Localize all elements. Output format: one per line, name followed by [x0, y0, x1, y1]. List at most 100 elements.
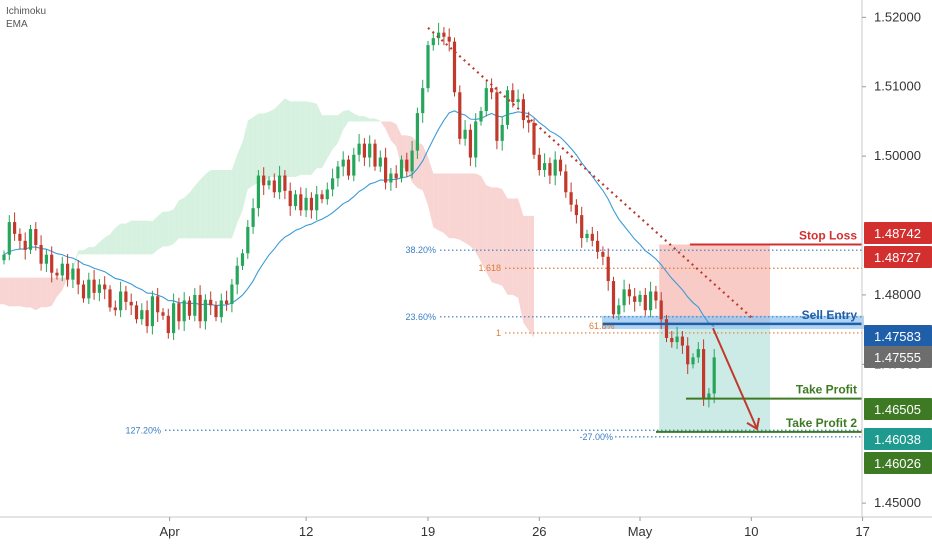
candle	[129, 293, 133, 316]
candle	[384, 147, 388, 190]
cloud-segment	[343, 109, 349, 130]
candle	[134, 301, 139, 324]
candle-body	[198, 294, 202, 322]
candle-body	[246, 226, 250, 254]
cloud-segment	[226, 170, 232, 239]
candle	[214, 301, 218, 322]
candle	[293, 190, 298, 211]
candle	[76, 260, 80, 295]
candle-body	[304, 197, 308, 211]
fib-levels: 38.20% 1.618 23.60% 1 61.8% 127.20% -27.00%	[125, 245, 862, 442]
candle-body	[670, 337, 674, 343]
candles	[2, 22, 716, 408]
candle	[437, 22, 441, 46]
cloud-segment	[9, 277, 15, 307]
candle	[558, 155, 563, 176]
candle-body	[203, 299, 207, 322]
cloud-segment	[502, 189, 508, 295]
candle-body	[543, 163, 547, 171]
candle	[516, 89, 520, 109]
candle	[574, 199, 578, 224]
candle	[103, 276, 107, 300]
candle-body	[627, 289, 631, 297]
cloud-segment	[30, 277, 36, 311]
cloud-segment	[449, 173, 455, 239]
candle-body	[145, 310, 149, 327]
candle-body	[569, 192, 573, 205]
candle-body	[574, 204, 578, 216]
cloud-segment	[115, 223, 121, 255]
candle-body	[103, 284, 107, 290]
cloud-segment	[284, 98, 291, 177]
candle-body	[633, 296, 637, 302]
sell-entry-label: Sell Entry	[802, 308, 858, 322]
candle-body	[606, 256, 610, 282]
candle	[66, 253, 70, 287]
stop-loss-label: Stop Loss	[799, 228, 857, 242]
cloud-segment	[189, 185, 195, 239]
candle-body	[219, 300, 223, 318]
cloud-segment	[141, 220, 148, 255]
cloud-segment	[269, 108, 275, 177]
fib-label: 1	[496, 328, 501, 338]
x-tick-label: 26	[532, 524, 546, 539]
candle-body	[564, 171, 568, 193]
candle	[543, 153, 547, 177]
candle	[187, 296, 192, 320]
cloud-segment	[369, 118, 375, 122]
price-badges: 1.48742 1.48727 1.47583 1.47555 1.46505 1.460…	[864, 222, 932, 474]
cloud-segment	[454, 173, 460, 240]
candle	[362, 138, 366, 166]
cloud-segment	[163, 211, 169, 247]
candle	[553, 151, 557, 186]
cloud-segment	[337, 111, 344, 143]
candle-body	[134, 305, 139, 320]
cloud-segment	[528, 215, 534, 338]
candle	[336, 160, 340, 187]
candle-body	[511, 90, 515, 103]
candle	[654, 285, 658, 309]
candle	[521, 93, 525, 129]
candle-body	[97, 284, 101, 293]
candle	[389, 167, 393, 191]
candle	[686, 337, 690, 375]
projection-arrowhead	[746, 417, 760, 431]
candle	[81, 280, 86, 303]
cloud-segment	[120, 223, 126, 255]
candle-body	[23, 240, 27, 250]
candle	[638, 290, 642, 307]
candle	[60, 256, 64, 282]
candle-body	[18, 233, 22, 241]
cloud-segment	[247, 117, 254, 190]
cloud-segment	[491, 187, 497, 284]
x-tick-label: May	[628, 524, 653, 539]
cloud-segment	[19, 277, 26, 308]
candle-body	[431, 38, 435, 46]
candle-body	[415, 113, 419, 151]
cloud-segment	[72, 250, 79, 271]
candle	[569, 182, 573, 212]
candle	[606, 248, 610, 291]
candle-body	[622, 289, 626, 306]
candle	[490, 78, 494, 100]
projection-arrow	[712, 327, 758, 430]
cloud-segment	[353, 113, 360, 122]
candle-body	[399, 159, 404, 179]
candle-body	[267, 180, 271, 186]
cloud-segment	[518, 198, 524, 323]
candle	[431, 31, 435, 51]
candle-body	[325, 189, 329, 200]
candle-body	[140, 310, 144, 320]
candle-body	[288, 190, 292, 207]
cloud-segment	[41, 277, 47, 308]
cloud-segment	[380, 120, 386, 130]
candle-body	[177, 303, 181, 322]
candle	[415, 107, 419, 159]
y-tick-label: 1.45000	[874, 495, 921, 510]
cloud-segment	[184, 192, 190, 239]
candle	[304, 188, 308, 218]
candle-body	[495, 92, 499, 141]
cloud-segment	[263, 111, 269, 183]
